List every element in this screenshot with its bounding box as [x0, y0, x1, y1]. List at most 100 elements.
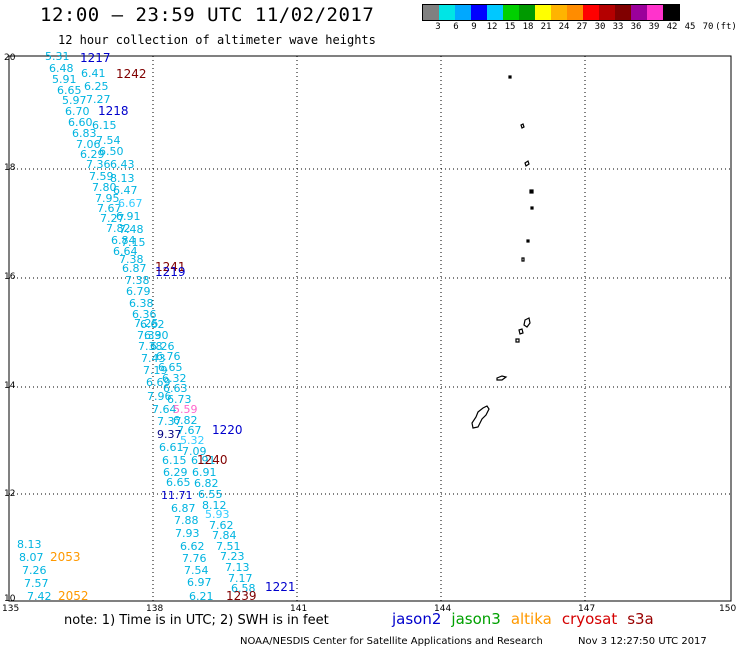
wave-height-label: 7.36: [86, 158, 111, 171]
color-swatch: [519, 5, 535, 20]
island-shape: [526, 239, 530, 243]
color-tick: 30: [594, 22, 606, 32]
wave-height-label: 6.62: [180, 540, 205, 553]
wave-height-label: 7.26: [22, 564, 47, 577]
color-swatch: [663, 5, 679, 20]
wave-height-label: 7.67: [177, 424, 202, 437]
wave-height-label: 7.48: [119, 223, 144, 236]
color-tick: (ft): [715, 22, 737, 32]
color-tick: 9: [471, 22, 477, 32]
page-subtitle: 12 hour collection of altimeter wave hei…: [58, 33, 376, 47]
lat-label: 14: [4, 381, 16, 391]
wave-height-label: 7.93: [175, 527, 200, 540]
wave-height-label: 7.64: [152, 403, 177, 416]
wave-height-label: 8.13: [17, 538, 42, 551]
color-tick: 18: [522, 22, 534, 32]
wave-height-label: 7.67: [97, 202, 122, 215]
wave-height-label: 6.32: [162, 372, 187, 385]
wave-height-label: 6.83: [72, 127, 97, 140]
color-tick: 27: [576, 22, 588, 32]
wave-height-label: 7.82: [106, 222, 131, 235]
wave-height-label: 6.91: [116, 210, 141, 223]
wave-height-label: 5.32: [180, 434, 205, 447]
track-time-label: 1220: [212, 423, 243, 437]
wave-height-label: 7.76: [182, 552, 207, 565]
map-frame: [8, 55, 732, 602]
wave-height-label: 6.87: [171, 502, 196, 515]
wave-height-label: 7.06: [76, 138, 101, 151]
wave-height-label: 6.58: [231, 582, 256, 595]
track-time-label: 1221: [265, 580, 296, 594]
color-tick: 70: [702, 22, 714, 32]
island-shape: [515, 338, 520, 343]
wave-height-label: 6.76: [156, 350, 181, 363]
track-time-label: 1242: [116, 67, 147, 81]
wave-height-label: 6.91: [191, 454, 216, 467]
wave-height-label: 6.50: [99, 145, 124, 158]
lat-label: 16: [4, 272, 16, 282]
lon-label: 150: [719, 604, 736, 614]
credit-line: NOAA/NESDIS Center for Satellite Applica…: [240, 636, 543, 647]
island-guam: [471, 405, 490, 429]
wave-height-label: 7.62: [209, 519, 234, 532]
wave-height-label: 8.13: [110, 172, 135, 185]
color-swatch: [567, 5, 583, 20]
color-tick: 33: [612, 22, 624, 32]
color-tick: 36: [630, 22, 642, 32]
wave-height-label: 7.54: [96, 134, 121, 147]
track-time-label: 1239: [226, 589, 257, 603]
wave-height-label: 7.17: [228, 572, 253, 585]
color-tick: 24: [558, 22, 570, 32]
wave-height-label: 6.90: [144, 329, 169, 342]
wave-height-label: 6.70: [65, 105, 90, 118]
track-time-label: 1217: [80, 51, 111, 65]
color-tick: 3: [435, 22, 441, 32]
latitude-labels: 20 18 16 14 12 10: [4, 53, 16, 604]
wave-height-label: 6.97: [187, 576, 212, 589]
wave-height-label: 7.23: [220, 550, 245, 563]
island-shape: [529, 189, 534, 194]
wave-height-label: 6.64: [113, 245, 138, 258]
lat-label: 10: [4, 594, 16, 604]
island-shape: [496, 375, 508, 381]
wave-height-label: 5.31: [45, 50, 70, 63]
wave-height-label: 6.82: [173, 414, 198, 427]
wave-height-label: 5.91: [52, 73, 77, 86]
wave-height-label: 7.59: [89, 170, 114, 183]
wave-height-label: 7.09: [182, 445, 207, 458]
wave-height-label: 6.55: [198, 488, 223, 501]
wave-height-label: 6.73: [167, 393, 192, 406]
track-time-label: 1219: [155, 265, 186, 279]
wave-height-label: 7.88: [174, 514, 199, 527]
wave-height-label: 6.29: [163, 466, 188, 479]
wave-height-label: 6.91: [192, 466, 217, 479]
wave-height-label: 7.19: [143, 364, 168, 377]
wave-height-label: 6.65: [166, 476, 191, 489]
mariana-islands: [471, 75, 534, 429]
lat-label: 18: [4, 163, 16, 173]
island-shape: [521, 257, 525, 262]
legend-s3a: s3a: [627, 610, 654, 628]
wave-height-label: 7.33: [137, 329, 162, 342]
wave-height-label: 7.51: [216, 540, 241, 553]
wave-height-label: 9.37: [157, 428, 182, 441]
wave-height-label: 8.12: [202, 499, 227, 512]
wave-height-label: 7.84: [212, 529, 237, 542]
wave-height-label: 5.97: [62, 94, 87, 107]
wave-height-label: 6.65: [158, 361, 183, 374]
track-time-label: 1241: [155, 260, 186, 274]
legend-jason2: jason2: [392, 610, 442, 628]
wave-height-label: 7.38: [138, 340, 163, 353]
legend-jason3: jason3: [451, 610, 501, 628]
wave-height-label: 6.82: [194, 477, 219, 490]
wave-height-label: 6.84: [111, 234, 136, 247]
wave-height-label: 6.26: [150, 340, 175, 353]
wave-height-label: 6.67: [118, 197, 143, 210]
wave-height-label: 6.61: [159, 441, 184, 454]
island-shape: [508, 75, 512, 79]
wave-height-label: 6.15: [162, 454, 187, 467]
credit-timestamp: Nov 3 12:27:50 UTC 2017: [578, 636, 707, 647]
island-shape: [523, 317, 531, 328]
color-swatch: [455, 5, 471, 20]
